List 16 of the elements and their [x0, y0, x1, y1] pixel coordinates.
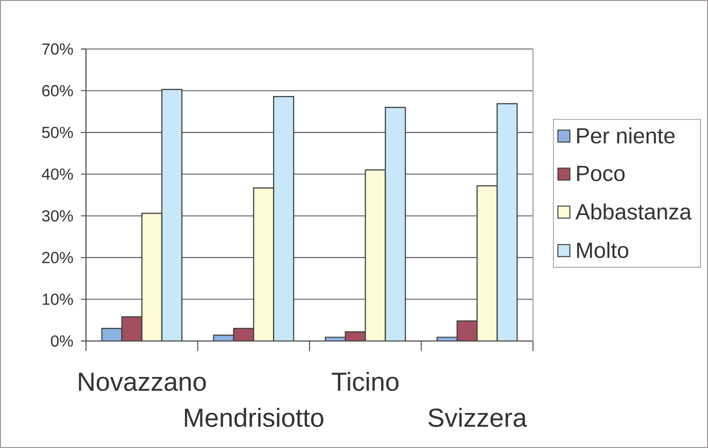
- y-tick-label: 30%: [42, 210, 73, 222]
- legend-label: Poco: [577, 166, 625, 182]
- y-tick-label: 10%: [42, 294, 73, 305]
- x-tick-label: Svizzera: [428, 408, 527, 427]
- y-tick-label: 20%: [42, 252, 73, 264]
- y-tick-label: 0%: [50, 335, 73, 347]
- legend-label: Molto: [577, 242, 628, 258]
- y-tick-label: 50%: [42, 126, 73, 138]
- y-tick-label: 60%: [42, 85, 73, 96]
- legend-label: Per niente: [577, 127, 675, 144]
- y-tick-label: 70%: [42, 43, 73, 55]
- x-tick-label: Ticino: [332, 372, 398, 391]
- legend-label: Abbastanza: [575, 203, 692, 220]
- x-tick-label: Mendrisiotto: [184, 408, 324, 427]
- x-tick-label: Novazzano: [78, 372, 206, 391]
- y-tick-label: 40%: [42, 168, 73, 180]
